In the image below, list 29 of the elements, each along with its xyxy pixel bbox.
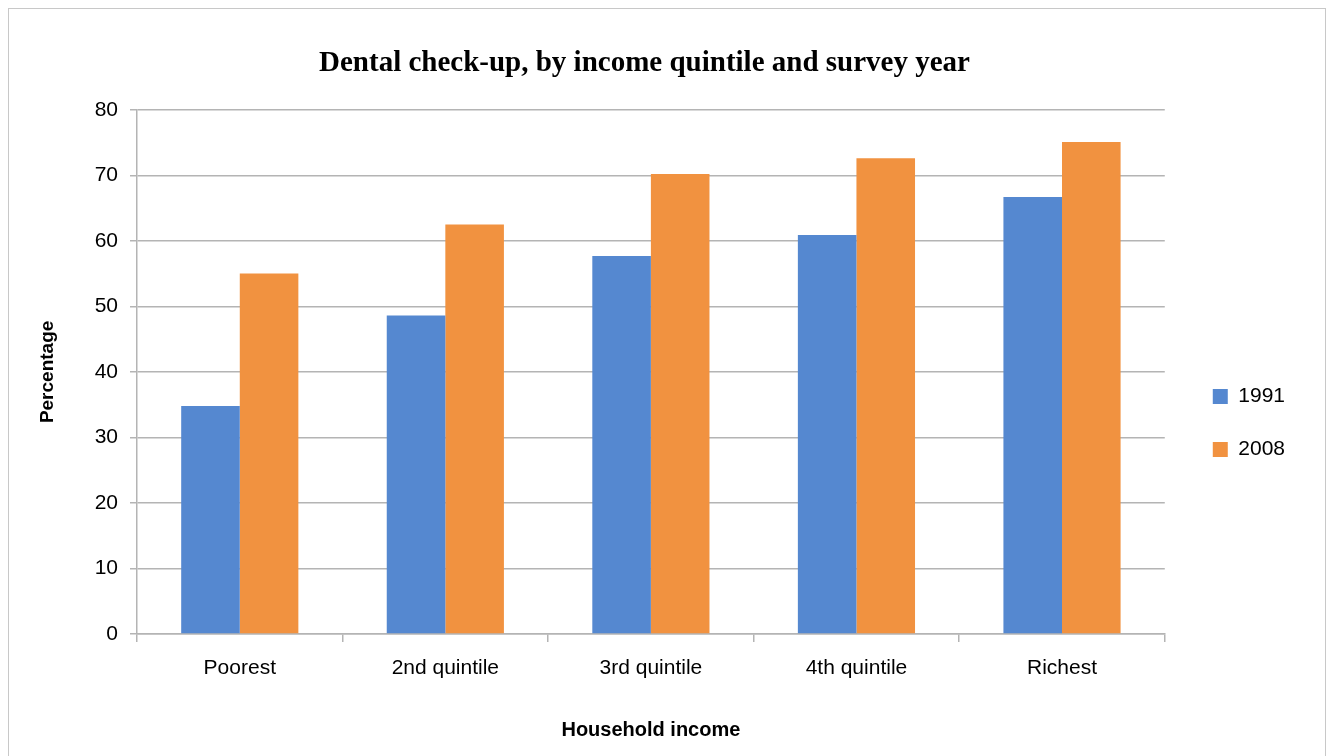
y-tick-label: 10 [94, 555, 118, 579]
bar [445, 224, 504, 634]
bar [797, 234, 857, 634]
y-tick-label: 30 [94, 424, 118, 448]
bar [650, 174, 710, 634]
y-axis-title: Percentage [35, 320, 57, 424]
chart-title: Dental check-up, by income quintile and survey year [319, 44, 971, 77]
x-tick-label: 3rd quintile [599, 655, 703, 679]
bar [1003, 196, 1063, 634]
x-axis-title: Household income [561, 717, 741, 740]
y-tick-label: 20 [94, 489, 118, 513]
bar [386, 315, 446, 634]
x-tick-label: Richest [1026, 655, 1098, 679]
bar [1062, 141, 1121, 634]
y-tick-label: 70 [94, 162, 118, 186]
y-tick-label: 60 [94, 227, 118, 251]
x-tick-label: 2nd quintile [391, 655, 500, 679]
y-tick-label: 0 [106, 620, 118, 644]
bar [856, 158, 916, 634]
bar [592, 255, 651, 634]
bar [181, 405, 240, 634]
y-tick-label: 50 [94, 293, 118, 317]
legend-label: 2008 [1238, 436, 1285, 460]
bar [239, 273, 299, 634]
y-tick-label: 40 [94, 358, 118, 382]
legend-label: 1991 [1238, 383, 1285, 407]
y-tick-label: 80 [94, 96, 118, 120]
x-tick-label: 4th quintile [805, 655, 908, 679]
x-tick-label: Poorest [203, 655, 277, 679]
